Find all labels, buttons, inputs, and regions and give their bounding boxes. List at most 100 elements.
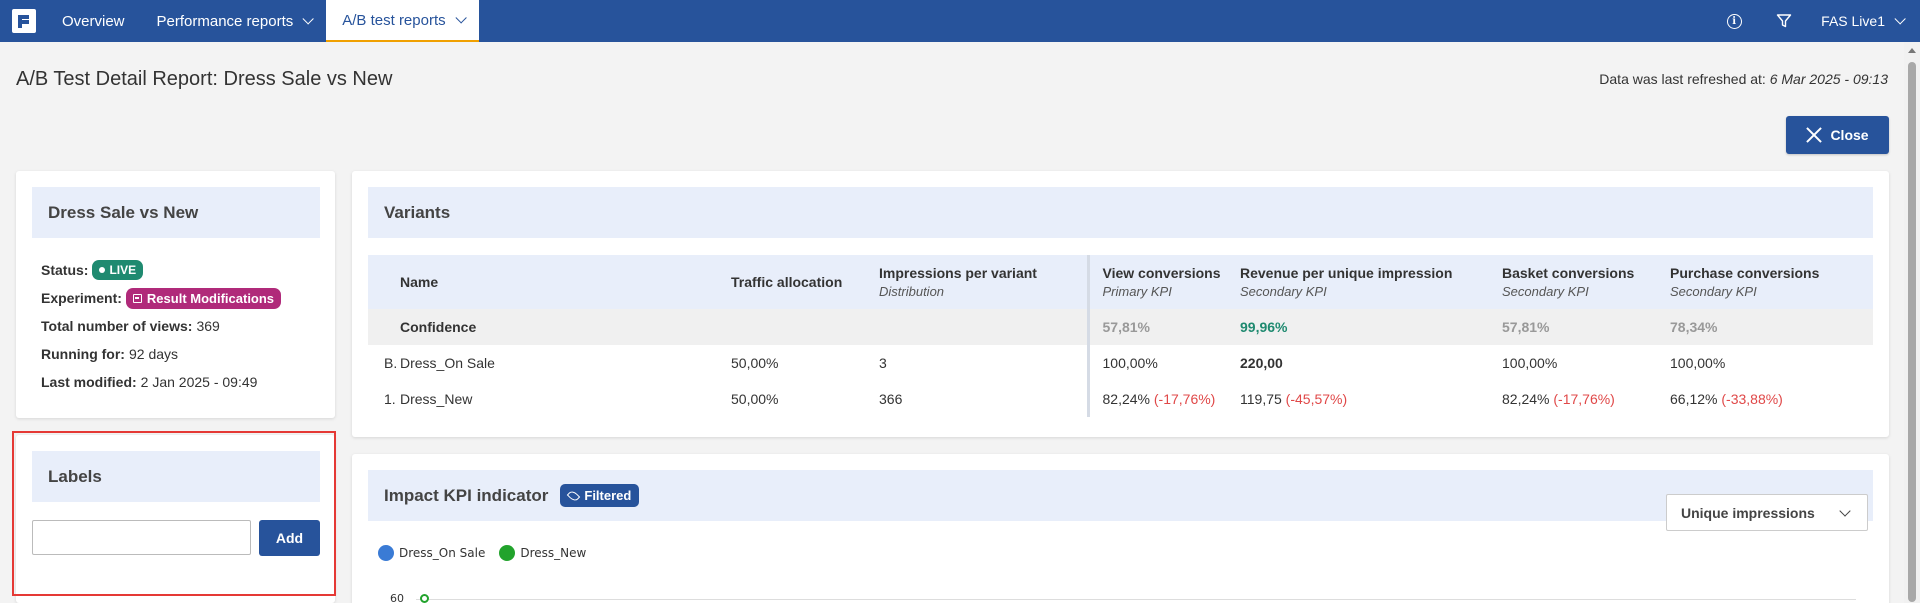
running-label: Running for: [41,346,125,362]
user-name: FAS Live1 [1821,13,1885,29]
test-info-title: Dress Sale vs New [32,187,320,238]
table-header-row: Name Traffic allocation Impressions per … [368,255,1873,309]
legend-item-dress-new[interactable]: Dress_New [499,545,586,561]
row-purchase-value: 100,00% [1670,355,1726,371]
status-badge: LIVE [92,260,144,280]
col-basket-sub: Secondary KPI [1502,284,1589,299]
experiment-badge[interactable]: Result Modifications [125,287,282,309]
col-impressions[interactable]: Impressions per variant Distribution [879,255,1088,309]
row-marker: B. [384,355,398,371]
row-impressions: 3 [879,355,887,371]
page-scrollbar[interactable] [1904,42,1920,603]
confidence-view: 57,81% [1086,309,1240,345]
y-axis-tick: 60 [390,592,404,603]
labels-card: Labels Add [16,435,335,603]
col-traffic-label: Traffic allocation [731,274,843,290]
status-label: Status: [41,262,89,278]
test-info-card: Dress Sale vs New Status: LIVE Experiment… [16,171,335,418]
chart-point[interactable] [420,594,429,603]
impact-kpi-header: Impact KPI indicator Filtered Unique imp… [368,470,1873,531]
confidence-empty [731,309,879,345]
row-traffic: 50,00% [731,355,779,371]
row-basket-value: 82,24% [1502,391,1550,407]
scroll-thumb[interactable] [1908,62,1916,602]
row-revenue-value: 119,75 [1240,391,1282,407]
modified-label: Last modified: [41,374,137,390]
chart-legend: Dress_On Sale Dress_New [378,545,586,561]
user-chevron [1885,13,1906,25]
col-revenue-label: Revenue per unique impression [1240,265,1453,281]
impression-type-select[interactable]: Unique impressions [1666,494,1868,531]
close-icon [1806,127,1822,143]
experiment-line: Experiment: Result Modifications [41,284,282,312]
row-name: Dress_New [400,391,473,407]
row-view-diff: (-17,76%) [1153,391,1216,407]
refresh-label: Data was last refreshed at: [1599,71,1766,87]
confidence-purchase: 78,34% [1670,309,1873,345]
impact-kpi-card: Impact KPI indicator Filtered Unique imp… [352,454,1889,603]
row-revenue-value: 220,00 [1240,355,1283,371]
info-icon: i [1726,13,1742,29]
col-name[interactable]: Name [400,255,731,309]
col-view-sub: Primary KPI [1102,284,1172,299]
user-menu[interactable]: FAS Live1 [1809,13,1920,29]
add-label-button[interactable]: Add [259,520,320,556]
row-traffic: 50,00% [731,391,779,407]
legend-label: Dress_On Sale [399,546,486,560]
col-traffic[interactable]: Traffic allocation [731,255,879,309]
page-title: A/B Test Detail Report: Dress Sale vs Ne… [16,68,393,90]
labels-title: Labels [32,451,320,502]
confidence-basket: 57,81% [1502,309,1670,345]
variants-title: Variants [368,187,1873,238]
chart-gridline [416,599,1856,600]
row-view-value: 82,24% [1102,391,1150,407]
confidence-revenue: 99,96% [1240,309,1502,345]
row-basket: 100,00% [1502,345,1670,381]
refresh-info: Data was last refreshed at: 6 Mar 2025 -… [1599,71,1888,87]
row-view-value: 100,00% [1102,355,1158,371]
legend-item-dress-on-sale[interactable]: Dress_On Sale [378,545,485,561]
nav-performance-reports-label: Performance reports [156,12,294,30]
row-purchase: 100,00% [1670,345,1873,381]
col-revenue[interactable]: Revenue per unique impression Secondary K… [1240,255,1502,309]
chevron-down-icon [1839,505,1851,517]
row-basket-value: 100,00% [1502,355,1558,371]
table-row: B. Dress_On Sale 50,00% 3 100,00% 220,00… [368,345,1873,381]
col-basket-label: Basket conversions [1502,265,1635,281]
row-basket: 82,24% (-17,76%) [1502,381,1670,417]
row-view: 82,24% (-17,76%) [1086,381,1240,417]
row-purchase-diff: (-33,88%) [1721,391,1783,407]
nav-performance-reports[interactable]: Performance reports [141,0,327,42]
experiment-icon [132,293,142,303]
row-name: Dress_On Sale [400,355,495,371]
col-purchase-sub: Secondary KPI [1670,284,1757,299]
col-purchase-label: Purchase conversions [1670,265,1820,281]
filtered-badge[interactable]: Filtered [560,484,640,507]
chevron-down-icon [302,13,315,25]
col-view-conversions[interactable]: View conversions Primary KPI [1086,255,1240,309]
running-value: 92 days [128,346,179,362]
running-line: Running for: 92 days [41,340,281,368]
modified-value: 2 Jan 2025 - 09:49 [140,374,258,390]
nav-overview[interactable]: Overview [46,0,141,42]
legend-dot-icon [499,545,516,561]
scroll-up-icon[interactable] [1908,48,1916,53]
nav-ab-test-reports-label: A/B test reports [342,11,446,29]
label-input[interactable] [32,520,251,555]
confidence-label: Confidence [400,309,731,345]
app-logo-icon[interactable] [12,9,36,33]
nav-ab-test-reports[interactable]: A/B test reports [326,0,479,42]
table-row: 1. Dress_New 50,00% 366 82,24% (-17,76%)… [368,381,1873,417]
experiment-value: Result Modifications [146,290,275,306]
col-basket[interactable]: Basket conversions Secondary KPI [1502,255,1670,309]
filter-button[interactable] [1759,0,1809,42]
col-purchase[interactable]: Purchase conversions Secondary KPI [1670,255,1873,309]
row-marker: 1. [384,391,396,407]
filter-icon [1776,14,1792,28]
variants-table: Name Traffic allocation Impressions per … [368,255,1873,417]
legend-dot-icon [378,545,394,561]
info-button[interactable]: i [1709,0,1759,42]
row-revenue: 119,75 (-45,57%) [1240,381,1502,417]
close-button[interactable]: Close [1786,116,1889,154]
legend-label: Dress_New [520,546,587,560]
